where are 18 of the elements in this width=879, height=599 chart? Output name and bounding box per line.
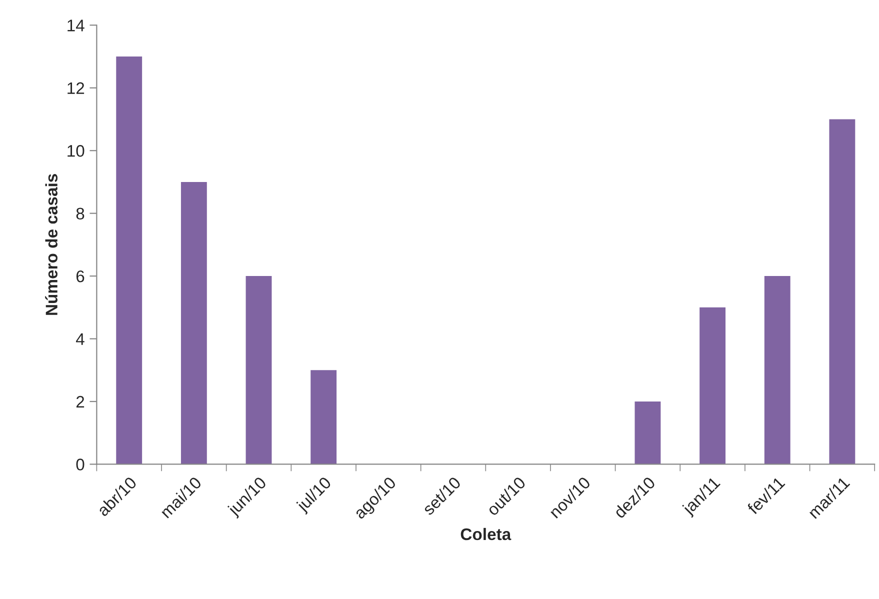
bar <box>116 56 142 464</box>
y-tick-label: 4 <box>76 333 84 345</box>
y-tick-label: 10 <box>68 145 84 157</box>
y-tick-label: 6 <box>76 270 84 282</box>
bar <box>246 276 272 464</box>
bar <box>700 307 726 464</box>
y-tick-label: 14 <box>68 20 84 32</box>
y-axis-title: Número de casais <box>45 174 58 315</box>
bar <box>310 370 337 464</box>
bar <box>764 276 790 464</box>
x-axis-title: Coleta <box>460 528 512 540</box>
y-tick-label: 8 <box>76 208 84 220</box>
bar <box>634 402 661 464</box>
y-tick-label: 12 <box>68 82 84 94</box>
bar <box>180 182 207 464</box>
bar <box>829 119 856 464</box>
y-tick-label: 0 <box>76 458 84 470</box>
y-tick-label: 2 <box>76 396 84 408</box>
